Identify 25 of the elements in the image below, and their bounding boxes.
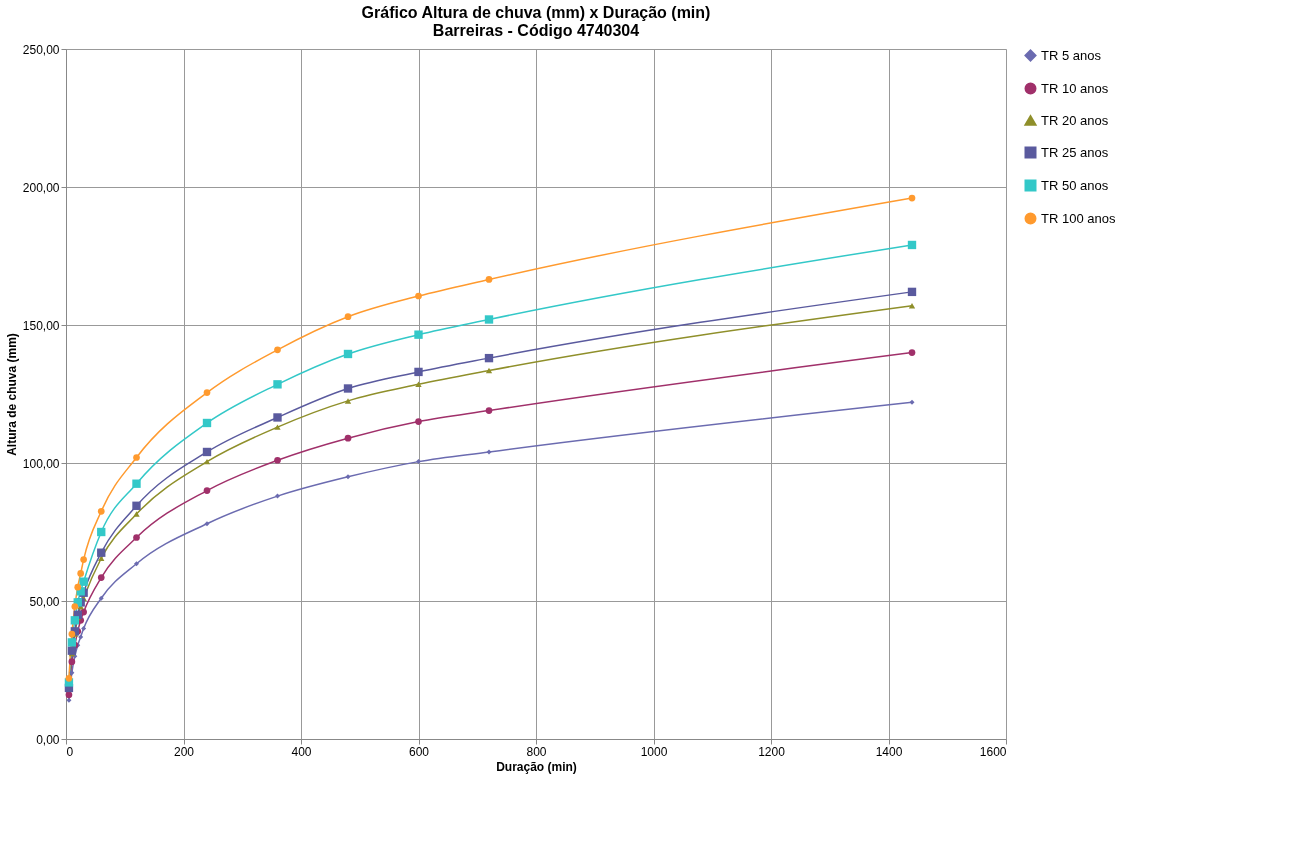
x-tick-label: 1400 — [875, 744, 903, 759]
x-tick-label: 1000 — [640, 744, 668, 759]
y-tick-label: 150,00 — [22, 318, 60, 333]
x-axis-title: Duração (min) — [496, 759, 577, 774]
legend-label: TR 25 anos — [1041, 144, 1109, 160]
y-axis-title: Altura de chuva (mm) — [4, 333, 19, 456]
y-tick-label: 0,00 — [36, 732, 60, 747]
y-tick-label: 200,00 — [22, 180, 60, 195]
x-tick-label: 0 — [66, 744, 74, 759]
x-tick-label: 600 — [408, 744, 430, 759]
x-tick-label: 1200 — [758, 744, 786, 759]
x-tick-label: 200 — [173, 744, 195, 759]
x-tick-label: 800 — [526, 744, 547, 759]
x-tick-label: 1600 — [979, 744, 1007, 759]
y-tick-label: 100,00 — [22, 456, 60, 471]
legend-label: TR 20 anos — [1041, 112, 1109, 128]
y-tick-label: 50,00 — [29, 594, 60, 609]
legend-label: TR 10 anos — [1041, 80, 1109, 96]
legend-label: TR 50 anos — [1041, 177, 1109, 193]
legend-label: TR 100 anos — [1041, 210, 1116, 226]
y-tick-label: 250,00 — [22, 42, 60, 57]
legend-label: TR 5 anos — [1041, 47, 1102, 63]
text: Gráfico Altura de chuva (mm) x Duração (min) — [361, 4, 711, 21]
x-tick-label: 400 — [291, 744, 312, 759]
text: Barreiras - Código 4740304 — [432, 22, 640, 39]
